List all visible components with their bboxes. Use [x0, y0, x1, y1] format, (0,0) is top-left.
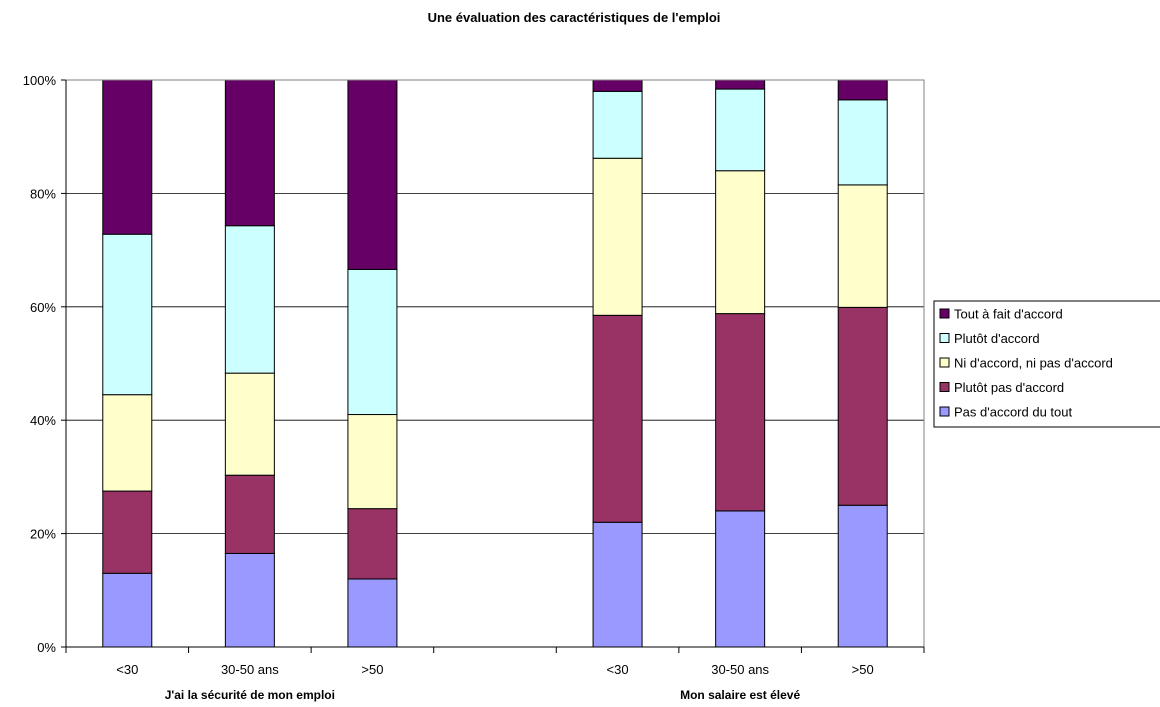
bar-segment: [347, 79, 398, 270]
y-tick-label: 20%: [30, 527, 56, 542]
bar-segment: [592, 521, 643, 648]
bar-segment: [102, 79, 153, 235]
group-label: Mon salaire est élevé: [680, 688, 800, 702]
bar-segment: [224, 372, 275, 476]
y-tick-label: 0%: [37, 640, 56, 655]
legend-swatch: [939, 333, 950, 343]
bar-segment: [837, 184, 888, 308]
bar-segment: [102, 490, 153, 574]
bar-segment: [715, 79, 766, 90]
legend-label: Tout à fait d'accord: [954, 307, 1063, 322]
legend-label: Ni d'accord, ni pas d'accord: [954, 356, 1113, 371]
bar-segment: [224, 552, 275, 648]
bar-segment: [224, 474, 275, 554]
axes: 0% 20% 40% 60% 80% 100% <30 30-50 ans >50 <30 30-5…: [23, 73, 925, 702]
x-tick-label: <30: [116, 662, 138, 677]
legend-box: [933, 300, 1160, 428]
y-tick-label: 60%: [30, 300, 56, 315]
bar-segment: [837, 504, 888, 648]
x-tick-label: 30-50 ans: [221, 662, 279, 677]
x-tick-label: <30: [607, 662, 629, 677]
y-tick-label: 40%: [30, 413, 56, 428]
bar-segment: [715, 170, 766, 315]
bar-segment: [347, 414, 398, 510]
bar-segment: [715, 510, 766, 648]
legend-label: Pas d'accord du tout: [954, 405, 1072, 420]
legend-swatch: [939, 406, 950, 417]
bar-segment: [837, 79, 888, 101]
bar-segment: [102, 394, 153, 492]
chart-title: Une évaluation des caractéristiques de l…: [428, 10, 721, 25]
plot-area-border: [65, 79, 925, 648]
x-tick-label: >50: [852, 662, 874, 677]
x-tick-label: >50: [361, 662, 383, 677]
legend-label: Plutôt d'accord: [954, 331, 1040, 346]
y-tick-label: 80%: [30, 186, 56, 201]
bar-segment: [224, 225, 275, 374]
bar-segment: [592, 157, 643, 316]
x-tick-label: 30-50 ans: [711, 662, 769, 677]
legend-swatch: [939, 382, 950, 392]
legend-swatch: [939, 308, 950, 319]
bar-segment: [837, 99, 888, 186]
bar-segment: [347, 508, 398, 580]
bar-segment: [592, 79, 643, 92]
gridlines: [66, 79, 924, 534]
bar-segment: [592, 314, 643, 523]
bar-segment: [102, 233, 153, 396]
bar-segment: [592, 90, 643, 159]
bar-segment: [715, 88, 766, 172]
legend-label: Plutôt pas d'accord: [954, 380, 1064, 395]
y-tick-label: 100%: [23, 73, 57, 88]
bar-segment: [102, 572, 153, 648]
bar-segment: [715, 313, 766, 512]
group-label: J'ai la sécurité de mon emploi: [165, 688, 335, 702]
legend-swatch: [939, 357, 950, 368]
bar-segment: [347, 578, 398, 648]
bars: [102, 79, 888, 648]
bar-segment: [837, 306, 888, 506]
bar-segment: [347, 268, 398, 416]
bar-segment: [224, 79, 275, 227]
legend: Tout à fait d'accord Plutôt d'accord Ni d'…: [933, 300, 1160, 428]
